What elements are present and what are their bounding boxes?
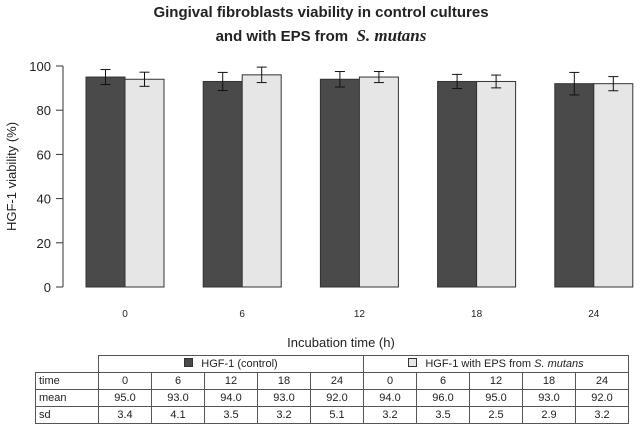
table-cell: 6 <box>151 372 205 390</box>
legend-control: HGF-1 (control) <box>98 355 364 373</box>
row-label: time <box>35 372 99 390</box>
data-table: HGF-1 (control) HGF-1 with EPS from S. m… <box>35 355 629 424</box>
y-axis-label: HGF-1 viability (%) <box>4 122 19 231</box>
row-label: sd <box>35 406 99 424</box>
title-species: S. mutans <box>356 26 427 45</box>
y-tick-label: 60 <box>37 147 51 162</box>
table-cell: 24 <box>310 372 364 390</box>
bar <box>241 74 282 288</box>
table-cell: 18 <box>522 372 576 390</box>
table-cell: 92.0 <box>310 389 364 407</box>
table-row-mean: mean 95.0 93.0 94.0 93.0 92.0 94.0 96.0 95.0 93.0… <box>35 389 629 407</box>
y-tick-label: 80 <box>37 103 51 118</box>
table-cell: 2.9 <box>522 406 576 424</box>
x-tick-label: 0 <box>122 309 128 320</box>
table-cell: 94.0 <box>204 389 258 407</box>
table-cell: 94.0 <box>363 389 417 407</box>
legend-eps-label: HGF-1 with EPS from <box>425 358 532 370</box>
table-cell: 3.5 <box>204 406 258 424</box>
legend-eps-species: S. mutans <box>534 358 584 370</box>
table-row-time: time 0 6 12 18 24 0 6 12 18 24 <box>35 372 629 390</box>
chart-title-line2: and with EPS from S. mutans <box>0 26 642 46</box>
bar <box>593 83 634 288</box>
bar <box>124 78 165 288</box>
legend-row: HGF-1 (control) HGF-1 with EPS from S. m… <box>35 355 629 373</box>
table-cell: 5.1 <box>310 406 364 424</box>
table-cell: 6 <box>416 372 470 390</box>
table-cell: 95.0 <box>98 389 152 407</box>
bar <box>554 83 595 288</box>
y-tick-label: 100 <box>29 59 51 74</box>
chart-title-line1: Gingival fibroblasts viability in contro… <box>153 4 489 21</box>
x-tick-label: 24 <box>588 309 600 320</box>
bar <box>437 80 478 288</box>
table-cell: 0 <box>363 372 417 390</box>
row-label: mean <box>35 389 99 407</box>
table-cell: 2.5 <box>469 406 523 424</box>
dark-square-icon <box>184 358 194 367</box>
y-tick-label: 20 <box>37 236 51 251</box>
table-cell: 3.4 <box>98 406 152 424</box>
bar <box>476 80 517 288</box>
table-cell: 24 <box>575 372 629 390</box>
table-cell: 92.0 <box>575 389 629 407</box>
x-tick-label: 12 <box>354 309 366 320</box>
table-cell: 3.2 <box>257 406 311 424</box>
y-tick-label: 40 <box>37 192 51 207</box>
table-cell: 18 <box>257 372 311 390</box>
table-cell: 3.5 <box>416 406 470 424</box>
bar <box>319 78 360 288</box>
x-tick-label: 18 <box>471 309 483 320</box>
table-cell: 93.0 <box>522 389 576 407</box>
table-cell: 12 <box>469 372 523 390</box>
table-cell: 3.2 <box>363 406 417 424</box>
legend-control-label: HGF-1 (control) <box>201 358 278 370</box>
title-text: and with EPS from <box>215 28 349 45</box>
table-cell: 96.0 <box>416 389 470 407</box>
light-square-icon <box>408 358 418 367</box>
table-cell: 93.0 <box>257 389 311 407</box>
bar <box>85 76 126 288</box>
legend-eps: HGF-1 with EPS from S. mutans <box>363 355 629 373</box>
table-cell: 12 <box>204 372 258 390</box>
table-cell: 3.2 <box>575 406 629 424</box>
table-cell: 95.0 <box>469 389 523 407</box>
table-row-sd: sd 3.4 4.1 3.5 3.2 5.1 3.2 3.5 2.5 2.9 3.2 <box>35 406 629 424</box>
bar <box>358 76 399 288</box>
table-cell: 4.1 <box>151 406 205 424</box>
bar <box>202 80 243 288</box>
table-cell: 93.0 <box>151 389 205 407</box>
y-tick-label: 0 <box>44 280 51 295</box>
x-tick-label: 6 <box>239 309 245 320</box>
x-axis-label: Incubation time (h) <box>287 335 395 350</box>
table-cell: 0 <box>98 372 152 390</box>
